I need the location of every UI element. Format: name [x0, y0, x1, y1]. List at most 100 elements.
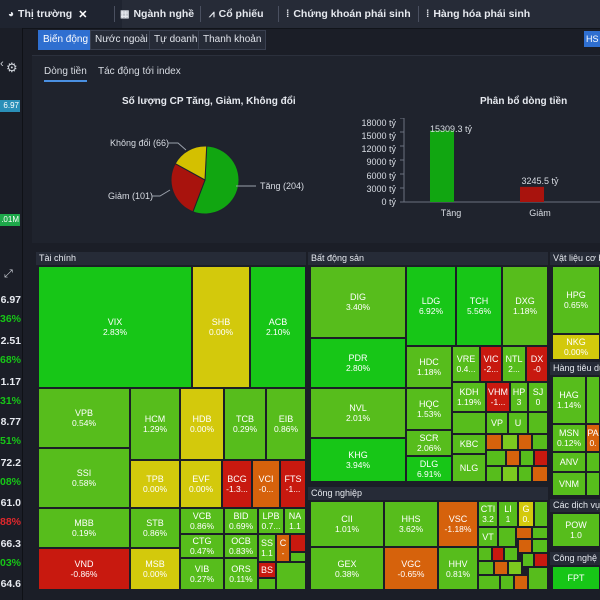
heatmap-cell-small[interactable] — [520, 450, 534, 466]
heatmap-cell-hp[interactable]: HP 3 — [510, 382, 528, 412]
heatmap-cell-small[interactable] — [492, 547, 504, 561]
tab-co-phieu[interactable]: ⩘ Cổ phiếu — [209, 0, 264, 28]
sector-tai-chinh[interactable]: Tài chính — [36, 252, 306, 265]
heatmap-cell-hhv[interactable]: HHV 0.81% — [438, 547, 478, 590]
heatmap-cell-small[interactable] — [452, 412, 486, 434]
heatmap-cell-cii[interactable]: CII 1.01% — [310, 501, 384, 547]
heatmap-cell-small[interactable] — [290, 552, 306, 562]
heatmap-cell-small[interactable] — [502, 434, 518, 450]
heatmap-cell-small[interactable] — [516, 527, 532, 539]
tab-nganh-nghe[interactable]: ▦ Ngành nghề — [120, 0, 194, 28]
heatmap-cell-small[interactable] — [586, 472, 600, 496]
heatmap-cell-khg[interactable]: KHG 3.94% — [310, 438, 406, 482]
heatmap-cell-acb[interactable]: ACB 2.10% — [250, 266, 306, 388]
heatmap-cell-cti[interactable]: CTI 3.2 — [478, 501, 498, 527]
heatmap-cell-stb[interactable]: STB 0.86% — [130, 508, 180, 548]
heatmap-cell-vhm[interactable]: VHM -1... — [486, 382, 510, 412]
heatmap-cell-small[interactable] — [276, 562, 306, 590]
heatmap-cell-hdb[interactable]: HDB 0.00% — [180, 388, 224, 460]
subtab-dong-tien[interactable]: Dòng tiền — [44, 66, 87, 82]
heatmap-cell-eib[interactable]: EIB 0.86% — [266, 388, 306, 460]
heatmap-cell-small[interactable] — [532, 434, 548, 450]
heatmap-cell-small[interactable] — [534, 450, 548, 466]
heatmap-cell-small[interactable] — [534, 553, 548, 567]
heatmap-cell-dig[interactable]: DIG 3.40% — [310, 266, 406, 338]
heatmap-cell-vnd[interactable]: VND -0.86% — [38, 548, 130, 590]
heatmap-cell-small[interactable] — [478, 575, 500, 590]
filter-thanh-khoan[interactable]: Thanh khoản — [198, 30, 267, 50]
heatmap-cell-vix[interactable]: VIX 2.83% — [38, 266, 192, 388]
heatmap-cell-mbb[interactable]: MBB 0.19% — [38, 508, 130, 548]
heatmap-cell-hdc[interactable]: HDC 1.18% — [406, 346, 452, 388]
heatmap-cell-scr[interactable]: SCR 2.06% — [406, 430, 452, 456]
heatmap-cell-hcm[interactable]: HCM 1.29% — [130, 388, 180, 460]
heatmap-cell-c[interactable]: C- — [276, 534, 290, 562]
filter-hs[interactable]: HS — [584, 31, 600, 47]
heatmap-cell-small[interactable] — [586, 452, 600, 472]
heatmap-cell-nlg[interactable]: NLG — [452, 454, 486, 482]
heatmap-cell-vt[interactable]: VT — [478, 527, 498, 547]
heatmap-cell-small[interactable] — [528, 567, 548, 590]
heatmap-cell-small[interactable] — [506, 450, 520, 466]
sector-hang-tieu-dung[interactable]: Hàng tiêu dù — [550, 362, 600, 375]
heatmap-cell-hqc[interactable]: HQC 1.53% — [406, 388, 452, 430]
heatmap-cell-pow[interactable]: POW 1.0 — [552, 513, 600, 547]
heatmap-cell-bid[interactable]: BID 0.69% — [224, 508, 258, 534]
heatmap-cell-small[interactable] — [534, 501, 548, 527]
pie-slice-khong-doi[interactable] — [174, 145, 208, 181]
heatmap-cell-nkg[interactable]: NKG 0.00% — [552, 334, 600, 360]
heatmap-cell-fts[interactable]: FTS -1... — [280, 460, 306, 508]
heatmap-cell-sj[interactable]: SJ 0 — [528, 382, 548, 412]
heatmap-cell-dlg[interactable]: DLG 6.91% — [406, 456, 452, 482]
heatmap-cell-small[interactable] — [586, 376, 600, 424]
heatmap-cell-small[interactable] — [528, 412, 548, 434]
heatmap-cell-vgc[interactable]: VGC -0.65% — [384, 547, 438, 590]
heatmap-cell-small[interactable] — [514, 575, 528, 590]
sector-vat-lieu[interactable]: Vật liệu cơ bả — [550, 252, 600, 265]
heatmap-cell-anv[interactable]: ANV — [552, 452, 586, 472]
sector-cong-nghiep[interactable]: Công nghiệp — [308, 487, 548, 500]
heatmap-cell-shb[interactable]: SHB 0.00% — [192, 266, 250, 388]
heatmap-cell-small[interactable] — [518, 539, 532, 553]
heatmap-cell-vsc[interactable]: VSC -1.18% — [438, 501, 478, 547]
heatmap-cell-tcb[interactable]: TCB 0.29% — [224, 388, 266, 460]
heatmap-cell-dx[interactable]: DX -0 — [526, 346, 548, 382]
heatmap-cell-vpb[interactable]: VPB 0.54% — [38, 388, 130, 448]
bar-giam[interactable] — [520, 186, 544, 202]
heatmap-cell-bcg[interactable]: BCG -1.3... — [222, 460, 252, 508]
heatmap-cell-ctg[interactable]: CTG 0.47% — [180, 534, 224, 558]
heatmap-cell-g[interactable]: G 0. — [518, 501, 534, 527]
heatmap-cell-kdh[interactable]: KDH 1.19% — [452, 382, 486, 412]
heatmap-cell-pdr[interactable]: PDR 2.80% — [310, 338, 406, 388]
close-icon[interactable]: ✕ — [78, 8, 88, 21]
heatmap-cell-small[interactable] — [522, 553, 534, 567]
heatmap-cell-lpb[interactable]: LPB 0.7... — [258, 508, 284, 534]
filter-nuoc-ngoai[interactable]: Nước ngoài — [90, 30, 153, 50]
heatmap-cell-small[interactable] — [500, 575, 514, 590]
heatmap-cell-li[interactable]: LI 1 — [498, 501, 518, 527]
heatmap-cell-u[interactable]: U — [508, 412, 528, 434]
filter-tu-doanh[interactable]: Tự doanh — [149, 30, 203, 50]
heatmap-cell-small[interactable] — [532, 527, 548, 539]
heatmap-cell-msn[interactable]: MSN 0.12% — [552, 424, 586, 452]
collapse-icon[interactable]: ‹ — [0, 58, 4, 70]
heatmap-cell-tpb[interactable]: TPB 0.00% — [130, 460, 180, 508]
heatmap-cell-small[interactable] — [486, 434, 502, 450]
heatmap-cell-dxg[interactable]: DXG 1.18% — [502, 266, 548, 346]
heatmap-cell-small[interactable] — [478, 561, 494, 575]
heatmap-cell-msb[interactable]: MSB 0.00% — [130, 548, 180, 590]
heatmap-cell-ocb[interactable]: OCB 0.83% — [224, 534, 258, 558]
heatmap-cell-nvl[interactable]: NVL 2.01% — [310, 388, 406, 438]
heatmap-cell-hpg[interactable]: HPG 0.65% — [552, 266, 600, 334]
heatmap-cell-vcb[interactable]: VCB 0.86% — [180, 508, 224, 534]
heatmap-cell-small[interactable] — [486, 466, 502, 482]
bar-tang[interactable] — [430, 130, 454, 202]
heatmap-cell-small[interactable] — [494, 561, 508, 575]
expand-icon[interactable]: ⤢ — [4, 268, 13, 280]
heatmap-cell-na[interactable]: NA 1.1 — [284, 508, 306, 534]
tab-chung-khoan-phai-sinh[interactable]: ⁞ Chứng khoán phái sinh — [286, 0, 411, 28]
heatmap-cell-ssi[interactable]: SSI 0.58% — [38, 448, 130, 508]
heatmap-cell-ors[interactable]: ORS 0.11% — [224, 558, 258, 590]
heatmap-cell-ss[interactable]: SS 1.1 — [258, 534, 276, 562]
sector-bat-dong-san[interactable]: Bất động sản — [308, 252, 548, 265]
